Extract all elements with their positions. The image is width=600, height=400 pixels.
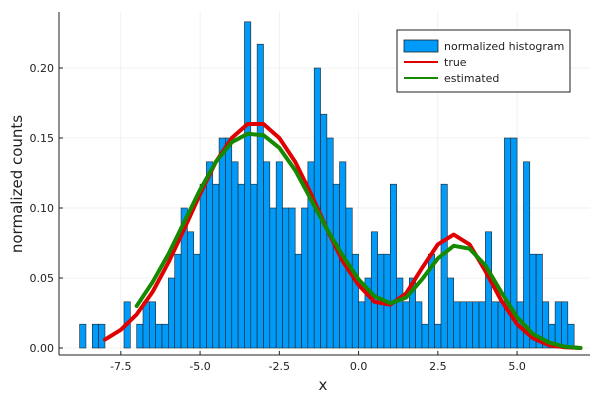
histogram-bar [358,301,366,349]
histogram-bar [149,301,156,349]
histogram-bar [199,183,207,349]
histogram-bar [136,323,144,349]
histogram-bar [491,301,499,349]
y-tick-label: 0.05 [30,272,55,285]
histogram-bar [98,323,106,349]
histogram-bar [168,277,176,349]
histogram-bar [91,323,99,349]
x-tick-label: -5.0 [189,360,210,373]
histogram-bar [187,231,195,349]
series-lines [102,122,583,350]
histogram-bar [79,323,87,349]
histogram-bar [523,161,531,349]
series-line-estimated [134,131,583,350]
histogram-bar [440,183,448,349]
legend: normalized histogram true estimated [396,29,571,93]
x-tick-label: 2.5 [429,360,447,373]
histogram-bar [535,253,543,349]
histogram-bar [389,183,397,349]
histogram-bar [510,137,518,349]
histogram-bar [554,301,562,349]
histogram-bar [161,323,169,349]
histogram-bar [459,301,467,349]
histogram-bar [472,301,480,349]
x-tick-label: -2.5 [269,360,290,373]
x-tick-label: 0.0 [350,360,368,373]
histogram-bar [155,323,163,349]
x-axis-label: x [319,376,328,394]
histogram-bar [351,253,359,349]
legend-label-histogram: normalized histogram [444,40,564,53]
histogram-bar [396,277,404,349]
histogram-bar [225,137,233,349]
histogram-bar [174,253,182,349]
histogram-bar [193,253,201,349]
histogram-bars [79,21,575,349]
histogram-bar [453,301,461,349]
legend-swatch-histogram [403,39,439,53]
axes [58,12,590,356]
histogram-bar [301,207,309,349]
histogram-bar [212,183,220,349]
x-tick-label: 5.0 [508,360,526,373]
y-tick-label: 0.20 [30,62,55,75]
histogram-bar [206,161,214,349]
histogram-bar [447,277,454,349]
histogram-bar [231,161,239,349]
histogram-bar [415,301,423,349]
histogram-bar [567,323,575,349]
histogram-bar [142,301,150,349]
histogram-bar [263,161,271,349]
histogram-bar [269,207,277,349]
histogram-bar [294,253,302,349]
y-tick-label: 0.00 [30,342,55,355]
histogram-bar [421,323,429,349]
histogram-bar [345,207,353,349]
histogram-bar [332,183,340,349]
tick-labels: -7.5 -5.0 -2.5 0.0 2.5 5.0 0.00 0.05 0.10 0.15 0.2… [30,62,526,373]
histogram-bar [275,161,283,349]
histogram-bar [244,21,252,349]
y-tick-label: 0.15 [30,132,55,145]
legend-label-true: true [444,56,467,69]
histogram-bar [434,323,442,349]
histogram-bar [402,301,410,349]
series-line-true [102,122,583,350]
histogram-bar [218,137,226,349]
histogram-bar [478,301,486,349]
y-tick-label: 0.10 [30,202,55,215]
histogram-bar [561,301,569,349]
y-axis-label: normalized counts [8,115,26,253]
x-tick-label: -7.5 [110,360,131,373]
histogram-bar [485,231,493,349]
histogram-bar [237,183,245,349]
histogram-bar [466,301,474,349]
legend-label-estimated: estimated [444,72,499,85]
histogram-bar [370,231,378,349]
histogram-bar [250,183,258,349]
histogram-bar [497,301,505,349]
histogram-bar [288,207,296,349]
histogram-bar [256,43,264,349]
histogram-bar [282,207,290,349]
